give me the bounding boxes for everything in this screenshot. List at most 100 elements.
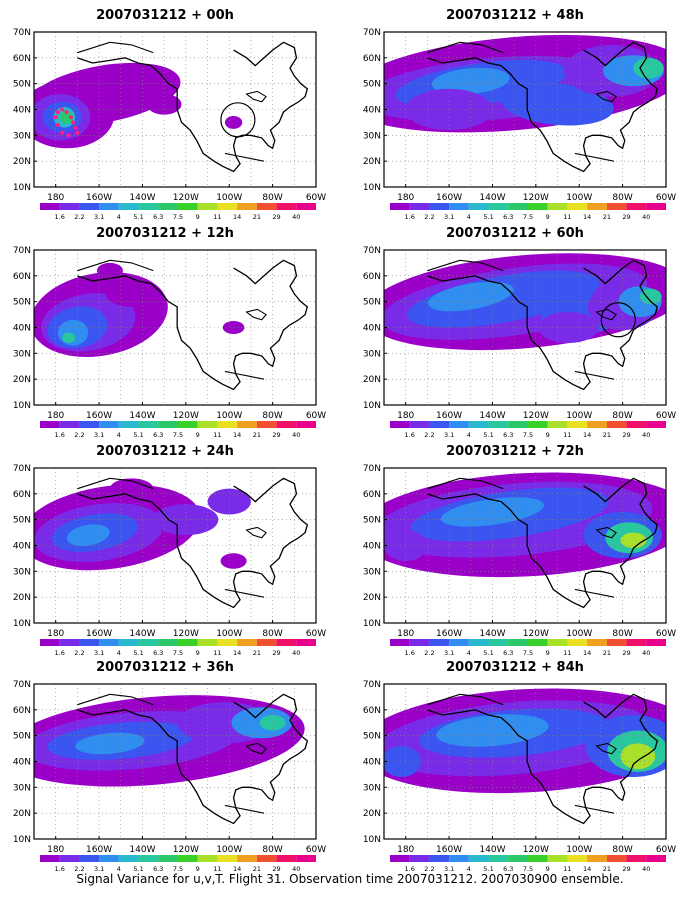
- longitude-label: 60W: [306, 629, 326, 639]
- map-panel-72h: 2007031212 + 72h 70N 60N 50N 40N 30N 20N 10N 18…: [350, 444, 680, 662]
- color-scale-swatch: [138, 639, 159, 646]
- latitude-label: 60N: [363, 706, 381, 716]
- longitude-label: 100W: [566, 629, 592, 639]
- color-scale-swatch: [158, 855, 178, 862]
- longitude-label: 160W: [436, 629, 462, 639]
- longitude-label: 80W: [262, 845, 282, 855]
- color-scale-label: 3.1: [444, 431, 454, 439]
- latitude-label: 50N: [363, 80, 381, 90]
- color-scale-swatch: [468, 421, 489, 428]
- color-scale-swatch: [429, 639, 450, 646]
- color-scale-swatch: [59, 855, 80, 862]
- longitude-label: 160W: [86, 193, 112, 203]
- color-scale-label: 29: [272, 213, 280, 221]
- color-scale-swatch: [197, 421, 218, 428]
- color-scale-swatch: [528, 203, 548, 210]
- latitude-label: 30N: [13, 131, 31, 141]
- latitude-label: 30N: [363, 783, 381, 793]
- variance-contour: [620, 743, 656, 770]
- variance-contour: [620, 532, 647, 549]
- color-scale-swatch: [528, 421, 548, 428]
- latitude-label: 30N: [13, 567, 31, 577]
- latitude-label: 60N: [13, 706, 31, 716]
- color-scale-label: 7.5: [173, 865, 183, 873]
- color-scale-label: 40: [292, 865, 300, 873]
- flight-track-point: [64, 110, 69, 115]
- color-scale-swatch: [528, 639, 548, 646]
- variance-contour: [220, 553, 247, 569]
- variance-contour: [60, 110, 74, 124]
- color-scale-label: 14: [233, 865, 241, 873]
- color-scale-label: 21: [603, 865, 611, 873]
- flight-track-point: [68, 115, 73, 120]
- variance-contour: [639, 288, 662, 305]
- latitude-label: 70N: [13, 246, 31, 256]
- color-scale-swatch: [237, 203, 257, 210]
- color-scale-label: 7.5: [173, 213, 183, 221]
- variance-map: 70N 60N 50N 40N 30N 20N 10N 180 160W 140W 120W 100W…: [363, 680, 676, 873]
- longitude-label: 80W: [262, 411, 282, 421]
- latitude-label: 20N: [363, 157, 381, 167]
- color-scale-label: 1.6: [55, 649, 65, 657]
- latitude-label: 50N: [363, 732, 381, 742]
- coastlines: [427, 41, 659, 173]
- color-scale-label: 9: [196, 649, 200, 657]
- longitude-label: 100W: [566, 193, 592, 203]
- map-panel-12h: 2007031212 + 12h 70N 60N 50N 40N 30N 20N 10N 18…: [0, 226, 330, 444]
- color-scale-label: 2.2: [74, 431, 84, 439]
- color-scale-label: 21: [603, 431, 611, 439]
- color-scale-swatch: [429, 421, 450, 428]
- color-scale-swatch: [606, 421, 627, 428]
- latitude-label: 60N: [13, 272, 31, 282]
- color-scale-swatch: [99, 639, 119, 646]
- color-scale-label: 6.3: [153, 431, 163, 439]
- latitude-label: 40N: [363, 324, 381, 334]
- color-scale-label: 40: [642, 431, 650, 439]
- color-scale-swatch: [606, 855, 627, 862]
- latitude-label: 20N: [363, 375, 381, 385]
- color-scale-swatch: [296, 855, 316, 862]
- color-scale-label: 1.6: [405, 431, 415, 439]
- variance-map: 70N 60N 50N 40N 30N 20N 10N 180 160W 140W 120W 100W…: [13, 680, 326, 873]
- color-scale-swatch: [468, 855, 489, 862]
- latitude-label: 50N: [363, 298, 381, 308]
- color-scale-swatch: [178, 421, 198, 428]
- color-scale-label: 11: [213, 431, 221, 439]
- color-scale-swatch: [217, 639, 238, 646]
- color-scale-label: 14: [583, 865, 591, 873]
- variance-map: 70N 60N 50N 40N 30N 20N 10N 180 160W 140W 120W 100W…: [363, 246, 676, 439]
- flight-track-point: [73, 125, 78, 130]
- longitude-label: 180: [47, 193, 64, 203]
- longitude-label: 140W: [479, 845, 505, 855]
- latitude-label: 20N: [363, 809, 381, 819]
- coastlines: [77, 693, 309, 825]
- color-scale-swatch: [606, 639, 627, 646]
- color-scale-swatch: [99, 855, 119, 862]
- color-scale-label: 5.1: [133, 213, 143, 221]
- latitude-label: 60N: [363, 272, 381, 282]
- longitude-label: 100W: [216, 193, 242, 203]
- color-scale-label: 2.2: [74, 865, 84, 873]
- color-scale-swatch: [178, 639, 198, 646]
- latitude-label: 50N: [13, 80, 31, 90]
- color-scale-swatch: [197, 203, 218, 210]
- color-scale-swatch: [390, 203, 410, 210]
- panel-title: 2007031212 + 00h: [96, 8, 234, 23]
- map-panel-84h: 2007031212 + 84h 70N 60N 50N 40N 30N 20N 10N 18…: [350, 660, 680, 878]
- map-panel-00h: 2007031212 + 00h 70N 60N 50N 40N 30N 20N 10N 18…: [0, 8, 330, 226]
- longitude-label: 140W: [129, 193, 155, 203]
- longitude-label: 60W: [656, 193, 676, 203]
- color-scale: 1.6 2.2 3.1 4 5.1 6.3 7.5 9 11 14 21 29 40: [40, 639, 316, 657]
- color-scale-label: 3.1: [94, 431, 104, 439]
- longitude-label: 140W: [479, 193, 505, 203]
- latitude-label: 70N: [13, 680, 31, 690]
- color-scale-label: 5.1: [483, 213, 493, 221]
- color-scale-label: 11: [213, 865, 221, 873]
- color-scale-swatch: [646, 855, 666, 862]
- color-scale-swatch: [626, 203, 647, 210]
- latitude-label: 20N: [363, 593, 381, 603]
- color-scale-swatch: [296, 203, 316, 210]
- color-scale-label: 14: [583, 213, 591, 221]
- color-scale-swatch: [508, 203, 528, 210]
- longitude-label: 160W: [86, 411, 112, 421]
